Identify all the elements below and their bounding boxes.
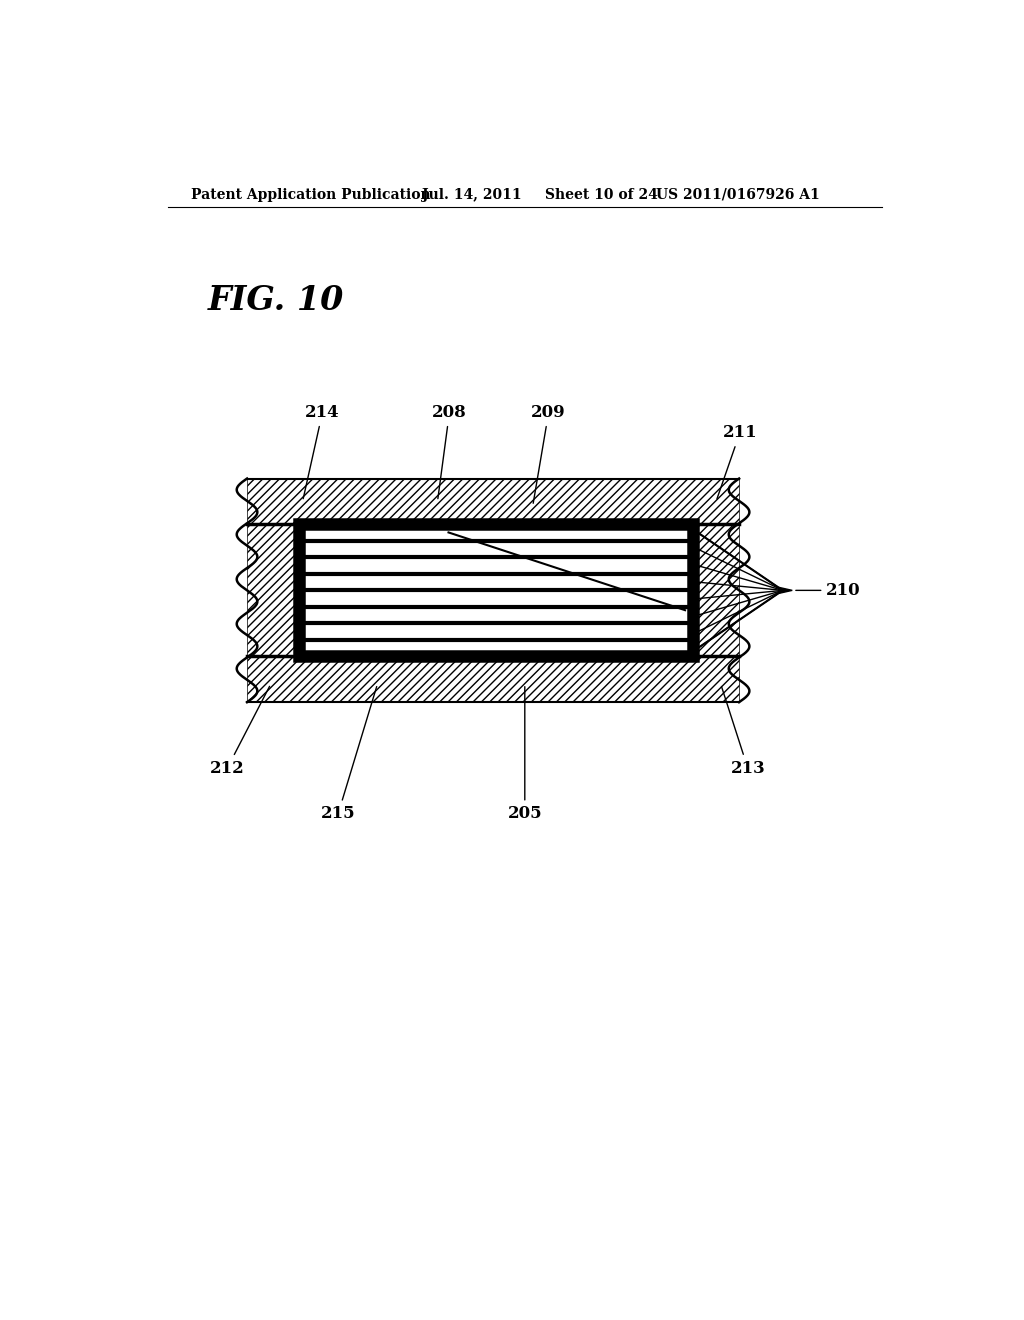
Text: 215: 215 <box>321 686 377 822</box>
Bar <box>247 479 739 524</box>
Polygon shape <box>779 587 793 594</box>
Text: 213: 213 <box>722 686 765 776</box>
Text: FIG. 10: FIG. 10 <box>207 284 344 317</box>
Text: 214: 214 <box>303 404 340 499</box>
Text: Jul. 14, 2011: Jul. 14, 2011 <box>422 187 521 202</box>
Text: 210: 210 <box>796 582 861 599</box>
Text: Patent Application Publication: Patent Application Publication <box>191 187 431 202</box>
Text: 209: 209 <box>531 404 566 503</box>
Bar <box>247 524 299 656</box>
Text: 208: 208 <box>432 404 467 499</box>
Text: US 2011/0167926 A1: US 2011/0167926 A1 <box>655 187 819 202</box>
Bar <box>693 524 739 656</box>
Text: 212: 212 <box>210 686 269 776</box>
Text: 211: 211 <box>717 424 757 499</box>
Bar <box>247 656 739 702</box>
Text: 205: 205 <box>508 686 542 822</box>
Bar <box>299 524 693 656</box>
Text: Sheet 10 of 24: Sheet 10 of 24 <box>545 187 657 202</box>
